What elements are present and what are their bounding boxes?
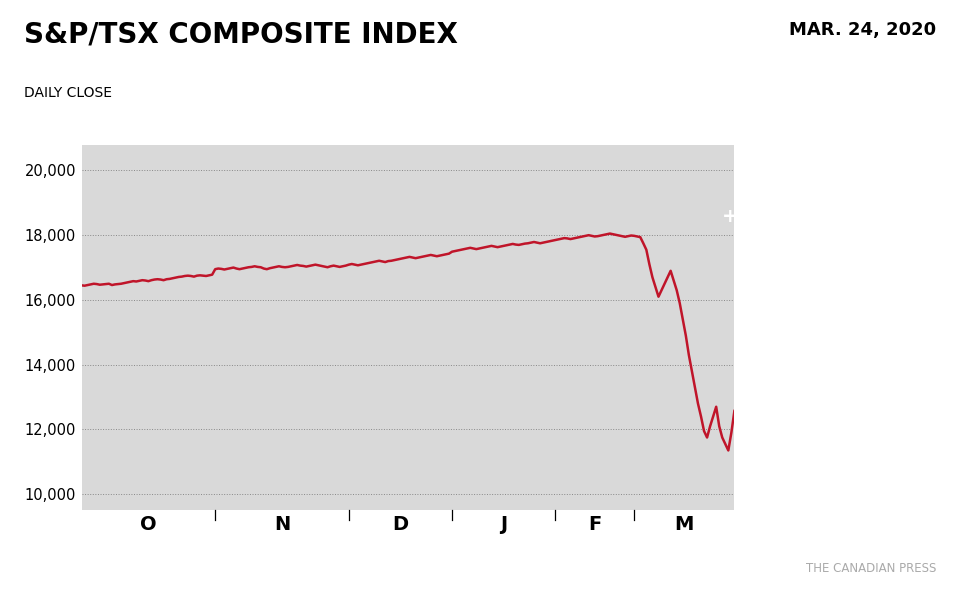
Text: DAILY CLOSE: DAILY CLOSE [24, 86, 112, 100]
Text: MAR. 24, 2020: MAR. 24, 2020 [789, 21, 936, 39]
Text: 12,571.08: 12,571.08 [771, 120, 943, 149]
Text: +1,342.59 (+12.0%): +1,342.59 (+12.0%) [722, 207, 943, 227]
Text: S&P/TSX COMPOSITE INDEX: S&P/TSX COMPOSITE INDEX [24, 21, 458, 48]
Text: THE CANADIAN PRESS: THE CANADIAN PRESS [805, 562, 936, 575]
